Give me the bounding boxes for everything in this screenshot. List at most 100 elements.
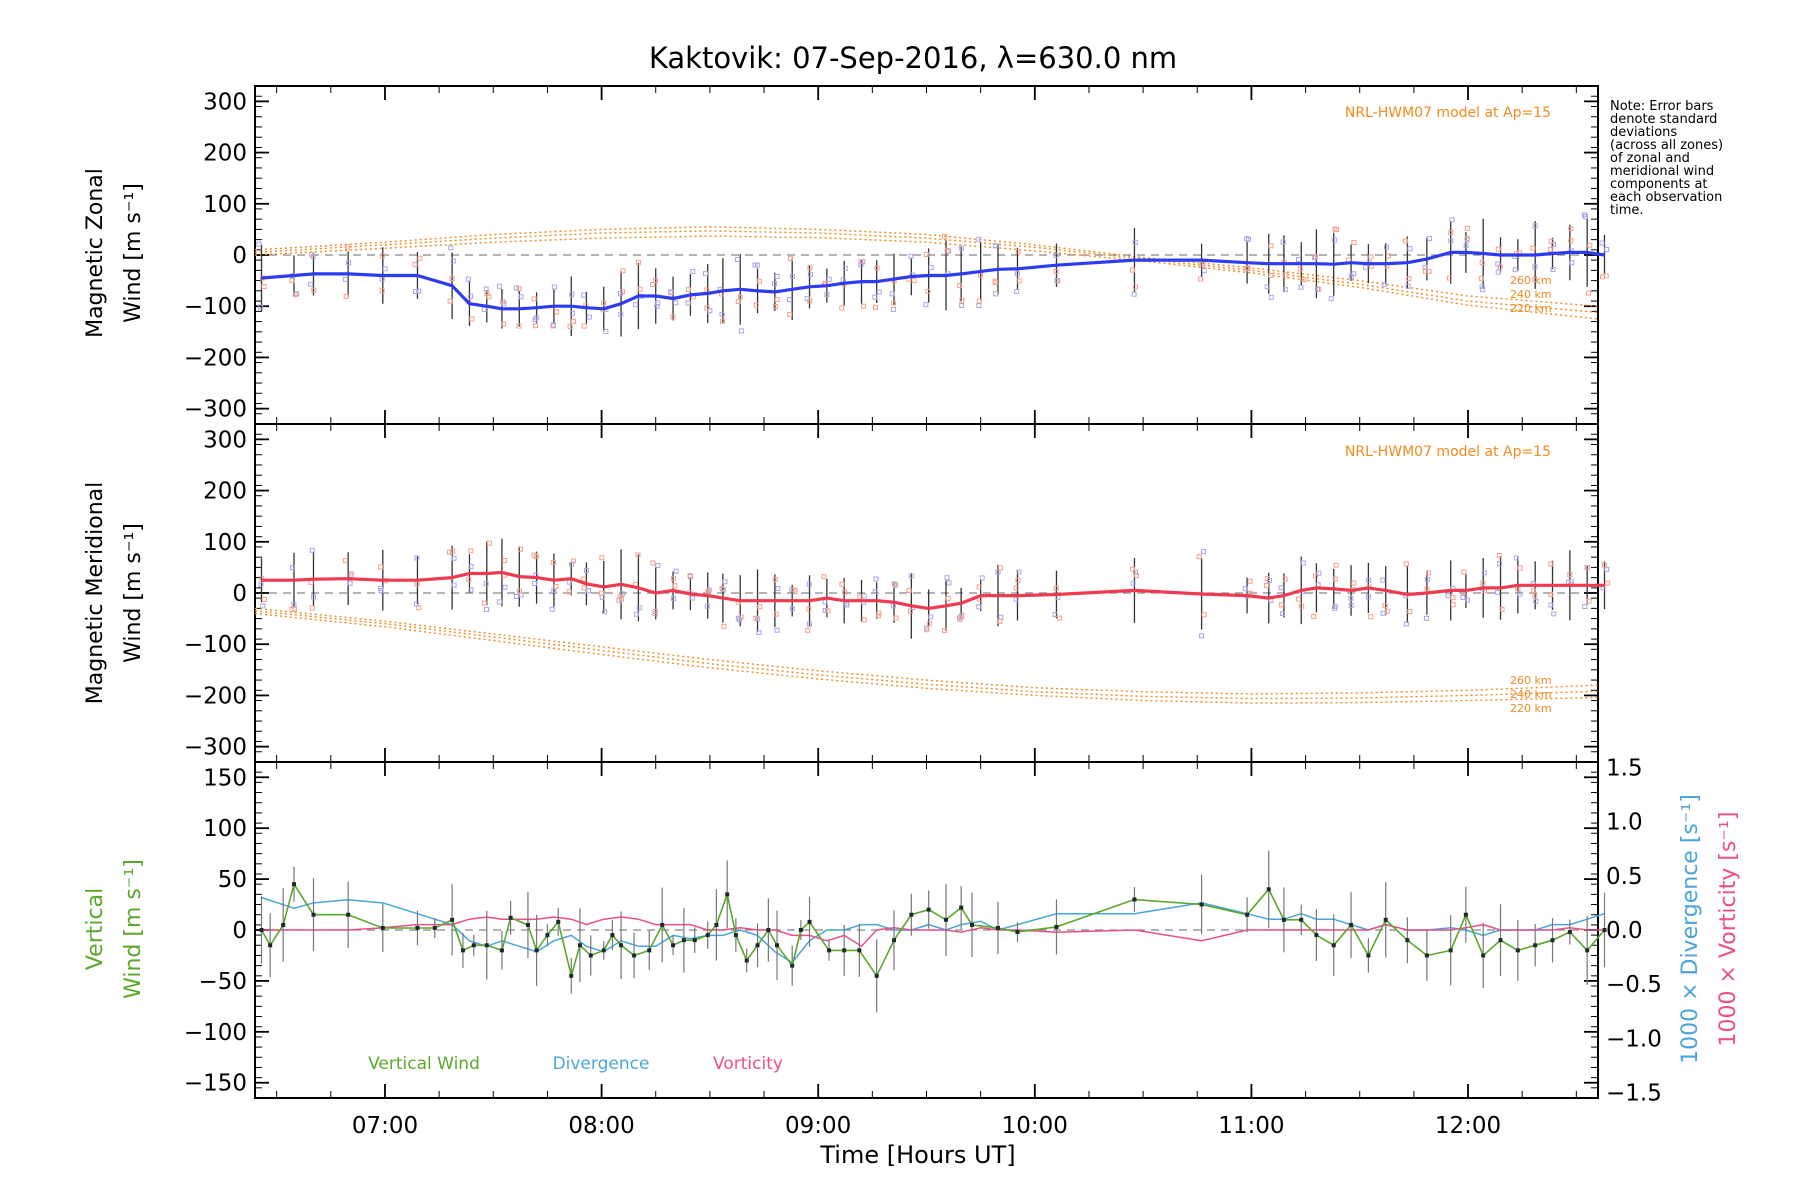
meridional-zone-point xyxy=(891,581,897,587)
zonal-zone-point xyxy=(925,288,931,294)
meridional-zone-point xyxy=(774,627,780,633)
zonal-zone-point xyxy=(1246,236,1252,242)
zonal-zone-point xyxy=(600,300,606,306)
zonal-zone-point xyxy=(1586,290,1592,296)
legend-vorticity: Vorticity xyxy=(713,1054,783,1074)
meridional-zone-point xyxy=(599,555,605,561)
zonal-model-curve-1 xyxy=(254,230,1599,314)
zonal-zone-point xyxy=(890,306,896,312)
zonal-zone-point xyxy=(550,322,556,328)
x-tick-label: 09:00 xyxy=(785,1113,851,1139)
zonal-zone-point xyxy=(308,281,314,287)
zonal-zone-point xyxy=(518,294,524,300)
meridional-zone-point xyxy=(753,615,759,621)
x-tick-label: 08:00 xyxy=(568,1113,634,1139)
meridional-zone-point xyxy=(945,595,951,601)
zonal-zone-point xyxy=(958,245,964,251)
meridional-zone-point xyxy=(636,605,642,611)
meridional-zone-point xyxy=(1263,583,1269,589)
meridional-zone-point xyxy=(1533,598,1539,604)
meridional-zone-point xyxy=(260,603,266,609)
vertical-wind-point xyxy=(311,912,316,917)
meridional-zone-point xyxy=(1052,611,1058,617)
vertical-wind-point xyxy=(1515,948,1520,953)
vertical-wind-point xyxy=(1015,930,1020,935)
vertical-wind-point xyxy=(647,948,652,953)
meridional-zone-point xyxy=(602,609,608,615)
meridional-zone-point xyxy=(1016,569,1022,575)
meridional-zone-point xyxy=(1332,576,1338,582)
zonal-zone-point xyxy=(911,278,917,284)
zonal-alt-260: 260 km xyxy=(1510,274,1552,287)
meridional-zone-point xyxy=(789,606,795,612)
vertical-wind-point xyxy=(545,933,550,938)
meridional-zone-point xyxy=(414,555,420,561)
meridional-zone-point xyxy=(1278,585,1284,591)
zonal-zone-point xyxy=(1132,239,1138,245)
zonal-zone-point xyxy=(738,328,744,334)
meridional-zone-point xyxy=(1015,577,1021,583)
zonal-zone-point xyxy=(554,309,560,315)
meridional-zone-point xyxy=(861,617,867,623)
legend-vertical-wind: Vertical Wind xyxy=(368,1054,480,1074)
meridional-zone-point xyxy=(893,582,899,588)
vertical-wind-point xyxy=(926,907,931,912)
zonal-zone-point xyxy=(993,291,999,297)
zonal-zone-point xyxy=(311,287,317,293)
vertical-wind-point xyxy=(1448,948,1453,953)
zonal-zone-point xyxy=(581,323,587,329)
vertical-wind-point xyxy=(1054,924,1059,929)
note-line-8: each observation xyxy=(1610,190,1722,205)
meridional-zone-point xyxy=(1584,565,1590,571)
meridional-zone-point xyxy=(1517,565,1523,571)
zonal-zone-point xyxy=(449,276,455,282)
meridional-zone-point xyxy=(1548,602,1554,608)
meridional-ytick-label: 300 xyxy=(203,427,247,453)
legend-divergence: Divergence xyxy=(553,1054,650,1074)
meridional-zone-point xyxy=(1365,594,1371,600)
meridional-ytick-label: −300 xyxy=(184,735,247,761)
zonal-zone-point xyxy=(1381,281,1387,287)
zonal-zone-point xyxy=(1386,253,1392,259)
zonal-ylabel-line2: Wind [m s⁻¹] xyxy=(121,183,146,323)
meridional-zone-point xyxy=(633,611,639,617)
zonal-zone-point xyxy=(379,276,385,282)
meridional-zone-point xyxy=(1366,577,1372,583)
meridional-zone-point xyxy=(1380,610,1386,616)
vertical-wind-point xyxy=(415,925,420,930)
zonal-zone-point xyxy=(468,293,474,299)
meridional-zone-point xyxy=(566,589,572,595)
meridional-zone-point xyxy=(468,563,474,569)
meridional-zone-point xyxy=(502,558,508,564)
zonal-ytick-label: 0 xyxy=(232,243,247,269)
meridional-zone-point xyxy=(414,601,420,607)
vertical-wind-point xyxy=(660,922,665,927)
zonal-zone-point xyxy=(1351,271,1357,277)
note-line-2: denote standard xyxy=(1610,112,1717,127)
vertical-wind-point xyxy=(943,917,948,922)
meridional-zone-point xyxy=(672,583,678,589)
vertical-wind-point xyxy=(268,943,273,948)
zonal-zone-point xyxy=(753,302,759,308)
meridional-zone-point xyxy=(1582,604,1588,610)
meridional-zone-point xyxy=(1133,572,1139,578)
meridional-zone-point xyxy=(995,569,1001,575)
zonal-zone-point xyxy=(959,297,965,303)
zonal-zone-point xyxy=(1328,296,1334,302)
zonal-zone-point xyxy=(655,300,661,306)
zonal-zone-point xyxy=(891,300,897,306)
meridional-alt-220: 220 km xyxy=(1510,702,1552,715)
meridional-zone-point xyxy=(289,565,295,571)
meridional-zone-point xyxy=(635,552,641,558)
meridional-zone-point xyxy=(842,589,848,595)
meridional-model-curve-0 xyxy=(254,607,1599,695)
zonal-zone-point xyxy=(861,303,867,309)
vertical-wind-point xyxy=(995,925,1000,930)
zonal-zone-point xyxy=(618,311,624,317)
meridional-zone-point xyxy=(1513,555,1519,561)
meridional-zone-point xyxy=(1267,578,1273,584)
vertical-wind-line xyxy=(260,883,1606,977)
zonal-zone-point xyxy=(571,318,577,324)
vertical-wind-point xyxy=(874,973,879,978)
meridional-zone-point xyxy=(1368,614,1374,620)
